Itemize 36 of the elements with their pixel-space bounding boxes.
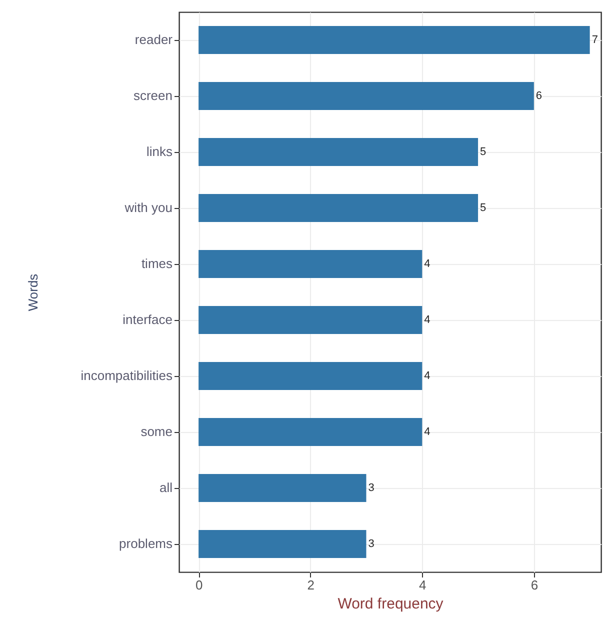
- data-label: 4: [424, 258, 430, 270]
- bar: [198, 530, 366, 558]
- y-tick-label: all: [159, 480, 173, 495]
- y-tick-label: links: [146, 144, 173, 159]
- y-tick-label: reader: [134, 32, 174, 47]
- bar: [198, 418, 422, 446]
- x-tick-label: 2: [307, 578, 314, 592]
- y-tick-label: times: [141, 256, 173, 271]
- x-axis-title: Word frequency: [338, 596, 444, 612]
- bar: [198, 250, 422, 278]
- x-tick-label: 0: [195, 578, 203, 592]
- y-tick-label: interface: [122, 312, 172, 327]
- data-label: 5: [480, 202, 486, 214]
- data-label: 3: [368, 482, 374, 494]
- bar: [198, 362, 422, 390]
- data-label: 4: [424, 314, 430, 326]
- y-tick-label: problems: [119, 536, 173, 551]
- data-label: 7: [592, 34, 598, 46]
- bar: [198, 194, 478, 222]
- y-tick-label: screen: [133, 88, 172, 103]
- y-tick-label: incompatibilities: [80, 368, 173, 383]
- data-label: 4: [424, 370, 430, 382]
- data-label: 3: [368, 538, 374, 550]
- bar: [198, 82, 534, 110]
- bar: [198, 138, 478, 166]
- data-label: 6: [536, 90, 542, 102]
- data-label: 5: [480, 146, 486, 158]
- data-label: 4: [424, 426, 430, 438]
- x-tick-label: 4: [419, 578, 426, 592]
- bar: [198, 474, 366, 502]
- x-tick-label: 6: [530, 578, 538, 592]
- bar: [198, 306, 422, 334]
- y-tick-label: some: [140, 424, 172, 439]
- y-tick-label: with you: [124, 200, 172, 215]
- y-axis-title: Words: [26, 273, 41, 312]
- bar: [198, 26, 590, 54]
